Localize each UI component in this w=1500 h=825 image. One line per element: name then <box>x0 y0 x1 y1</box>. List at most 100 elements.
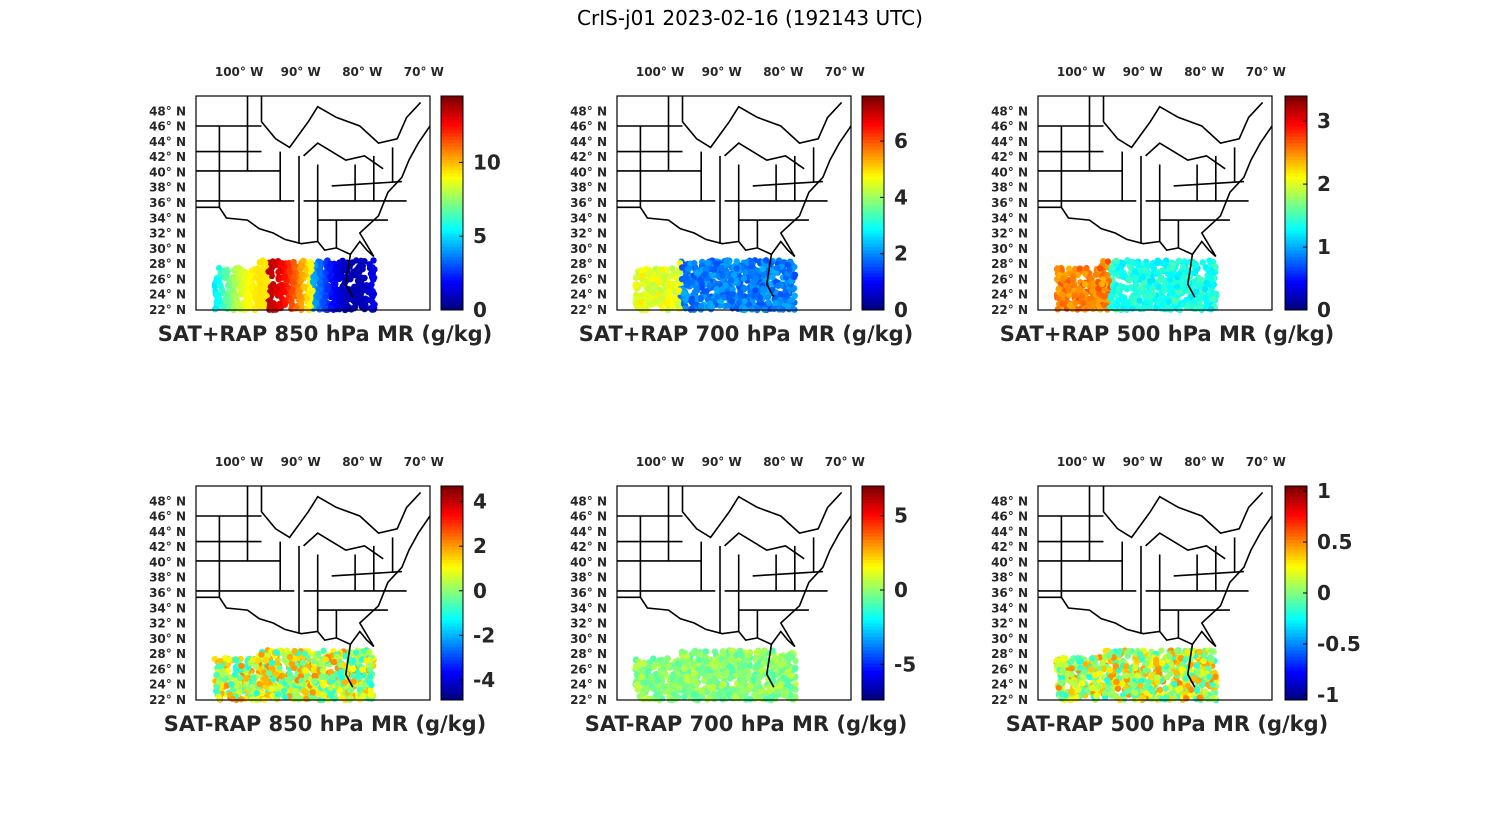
swath-point <box>231 291 239 298</box>
colorbar-segment <box>862 492 884 497</box>
colorbar-segment <box>441 669 463 674</box>
swath-point <box>303 294 310 302</box>
colorbar-segment <box>441 266 463 271</box>
colorbar-segment <box>862 243 884 247</box>
swath-point <box>678 275 686 283</box>
colorbar-segment <box>1285 136 1307 140</box>
lon-tick-label: 100° W <box>636 65 684 79</box>
swath-point <box>346 687 354 694</box>
boundary-line <box>196 596 375 648</box>
colorbar-segment <box>1285 236 1307 241</box>
swath-point <box>1104 258 1112 265</box>
colorbar-segment <box>862 126 884 130</box>
lat-tick-label: 24° N <box>570 288 607 302</box>
colorbar-segment <box>862 673 884 678</box>
colorbar-segment <box>862 539 884 544</box>
colorbar-segment <box>1285 296 1307 301</box>
lat-tick-label: 34° N <box>149 211 186 225</box>
swath-point <box>782 690 790 697</box>
swath-point <box>710 691 717 698</box>
colorbar-segment <box>862 593 884 597</box>
colorbar-segment <box>441 519 463 524</box>
colorbar-segment <box>862 676 884 681</box>
swath-point <box>1175 257 1183 265</box>
boundary-line <box>196 206 375 258</box>
lat-tick-label: 32° N <box>149 227 186 241</box>
swath-point <box>293 687 300 695</box>
lon-tick-label: 80° W <box>342 65 382 79</box>
lat-tick-label: 44° N <box>991 135 1028 149</box>
swath-point <box>649 275 656 282</box>
swath-point <box>639 690 646 698</box>
colorbar-segment <box>441 136 463 140</box>
swath-point <box>632 282 639 289</box>
swath-point <box>1149 285 1156 293</box>
swath-point <box>637 274 644 281</box>
colorbar-segment <box>862 596 884 601</box>
colorbar-tick-label: 3 <box>1317 109 1331 133</box>
swath-point <box>684 677 691 685</box>
colorbar-segment <box>862 689 884 694</box>
swath-point <box>637 267 645 274</box>
colorbar-tick-label: -2 <box>473 623 495 647</box>
swath-point <box>644 285 652 292</box>
colorbar-segment <box>862 572 884 577</box>
swath-point <box>745 301 753 308</box>
swath-point <box>759 265 767 273</box>
state-boundaries <box>617 96 852 298</box>
swath-point <box>638 673 646 681</box>
swath-point <box>747 696 754 703</box>
colorbar-segment <box>441 599 463 604</box>
swath-point <box>257 295 264 303</box>
colorbar-segment <box>862 189 884 194</box>
colorbar-segment <box>441 213 463 217</box>
swath-point <box>742 687 749 694</box>
swath-point <box>711 656 719 664</box>
boundary-line <box>681 96 843 149</box>
colorbar-segment <box>1285 303 1307 308</box>
swath-point <box>1126 262 1134 270</box>
colorbar-segment <box>441 192 463 197</box>
swath-point <box>212 305 219 313</box>
swath-point <box>1115 651 1122 658</box>
swath-point <box>1158 295 1165 302</box>
colorbar-segment <box>862 106 884 110</box>
colorbar-segment <box>862 499 884 504</box>
swath-point <box>262 656 270 664</box>
swath-point <box>228 681 235 688</box>
swath-point <box>699 687 706 694</box>
colorbar-segment <box>441 156 463 161</box>
colorbar-segment <box>862 176 884 181</box>
swath-point <box>1139 274 1147 281</box>
swath-point <box>365 288 372 296</box>
swath-point <box>1175 270 1183 278</box>
lat-tick-label: 48° N <box>149 494 186 508</box>
swath-point <box>300 681 307 688</box>
colorbar-segment <box>862 142 884 147</box>
swath-point <box>301 284 308 291</box>
lat-tick-label: 42° N <box>570 150 607 164</box>
swath-point <box>296 292 303 299</box>
swath-point <box>760 271 768 279</box>
swath-point <box>275 268 282 276</box>
colorbar-segment <box>862 566 884 571</box>
swath-point <box>680 693 688 701</box>
swath-point <box>322 293 330 301</box>
swath-point <box>1167 287 1174 295</box>
colorbar-segment <box>862 156 884 161</box>
colorbar-segment <box>862 659 884 664</box>
colorbar-segment <box>441 572 463 577</box>
colorbar-segment <box>441 509 463 514</box>
swath-point <box>320 647 327 655</box>
swath-point <box>742 269 749 276</box>
swath-point <box>261 259 269 267</box>
swath-point <box>675 287 683 294</box>
colorbar-segment <box>441 132 463 137</box>
swath-point <box>261 278 268 286</box>
swath-point <box>728 276 735 284</box>
swath-point <box>660 280 668 288</box>
swath-point <box>769 273 776 281</box>
colorbar-segment <box>441 263 463 268</box>
